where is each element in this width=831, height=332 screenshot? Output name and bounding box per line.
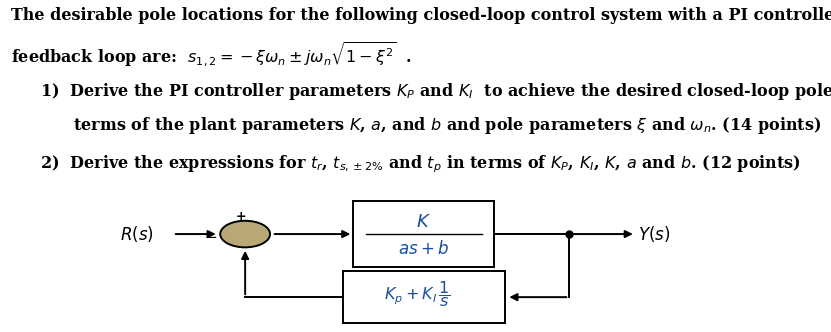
- Text: terms of the plant parameters $K$, $a$, and $b$ and pole parameters $\xi$ and $\: terms of the plant parameters $K$, $a$, …: [40, 115, 821, 135]
- Text: $K_p + K_I\,\dfrac{1}{s}$: $K_p + K_I\,\dfrac{1}{s}$: [384, 279, 450, 309]
- Bar: [342, 272, 504, 323]
- Text: $K$: $K$: [416, 213, 431, 231]
- Text: $R(s)$: $R(s)$: [120, 224, 155, 244]
- Bar: [353, 201, 494, 267]
- Ellipse shape: [220, 221, 270, 247]
- Text: +: +: [236, 210, 246, 223]
- Text: $-$: $-$: [204, 228, 217, 243]
- Text: $as + b$: $as + b$: [398, 240, 450, 258]
- Text: 1)  Derive the PI controller parameters $K_P$ and $K_I$  to achieve the desired : 1) Derive the PI controller parameters $…: [40, 81, 831, 102]
- Text: $Y(s)$: $Y(s)$: [638, 224, 671, 244]
- Text: feedback loop are:  $s_{1,2} = -\xi\omega_n \pm j\omega_n\sqrt{1-\xi^2}$  .: feedback loop are: $s_{1,2} = -\xi\omega…: [11, 41, 412, 69]
- Text: 2)  Derive the expressions for $t_r$, $t_{s,\pm2\%}$ and $t_p$ in terms of $K_P$: 2) Derive the expressions for $t_r$, $t_…: [40, 153, 801, 175]
- Text: The desirable pole locations for the following closed-loop control system with a: The desirable pole locations for the fol…: [11, 7, 831, 24]
